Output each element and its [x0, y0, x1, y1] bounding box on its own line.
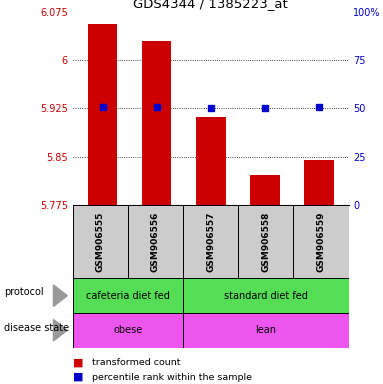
Text: percentile rank within the sample: percentile rank within the sample — [92, 372, 252, 382]
Text: disease state: disease state — [4, 323, 69, 333]
Bar — [142, 41, 172, 205]
Bar — [250, 175, 280, 205]
Bar — [73, 278, 183, 313]
Text: lean: lean — [255, 325, 276, 335]
Text: protocol: protocol — [4, 287, 43, 297]
Bar — [128, 205, 183, 278]
Polygon shape — [54, 285, 67, 306]
Bar — [73, 313, 183, 348]
Bar — [183, 278, 349, 313]
Text: obese: obese — [113, 325, 142, 335]
Text: ■: ■ — [73, 372, 83, 382]
Bar — [183, 205, 238, 278]
Text: GSM906558: GSM906558 — [261, 212, 270, 272]
Bar — [293, 205, 349, 278]
Text: GSM906559: GSM906559 — [316, 212, 326, 272]
Bar — [88, 25, 117, 205]
Text: standard diet fed: standard diet fed — [224, 291, 308, 301]
Text: GSM906555: GSM906555 — [96, 212, 105, 272]
Text: GSM906557: GSM906557 — [206, 212, 215, 272]
Bar — [183, 313, 349, 348]
Bar — [196, 117, 226, 205]
Title: GDS4344 / 1385223_at: GDS4344 / 1385223_at — [133, 0, 288, 10]
Bar — [304, 160, 334, 205]
Text: transformed count: transformed count — [92, 358, 180, 367]
Polygon shape — [54, 319, 67, 341]
Text: GSM906556: GSM906556 — [151, 212, 160, 272]
Text: cafeteria diet fed: cafeteria diet fed — [86, 291, 170, 301]
Bar — [73, 205, 128, 278]
Text: ■: ■ — [73, 358, 83, 368]
Bar — [238, 205, 293, 278]
